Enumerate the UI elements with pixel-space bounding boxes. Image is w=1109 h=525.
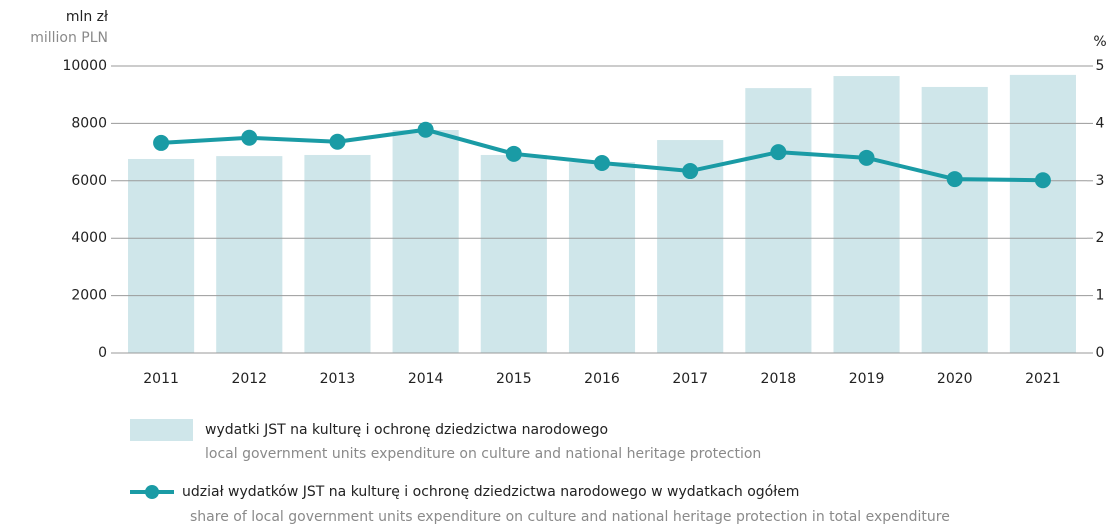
legend-swatch bbox=[130, 419, 193, 441]
y2-tick-label: 0 bbox=[1096, 345, 1105, 361]
bar bbox=[128, 158, 195, 353]
line-marker bbox=[770, 144, 787, 161]
bar bbox=[480, 154, 547, 353]
legend-label-en: local government units expenditure on cu… bbox=[205, 446, 761, 462]
x-tick-label: 2014 bbox=[408, 371, 444, 387]
bar bbox=[833, 76, 900, 354]
line-marker bbox=[682, 163, 699, 180]
y2-tick-label: 1 bbox=[1096, 288, 1105, 304]
bar bbox=[392, 130, 459, 353]
y-axis-label: mln zł bbox=[66, 9, 108, 25]
y-tick-label: 2000 bbox=[71, 288, 107, 304]
x-tick-label: 2019 bbox=[849, 371, 885, 387]
x-tick-label: 2015 bbox=[496, 371, 532, 387]
bar bbox=[1009, 74, 1076, 353]
line-marker bbox=[505, 145, 522, 162]
line-marker bbox=[241, 129, 258, 146]
y-tick-label: 10000 bbox=[62, 58, 107, 74]
x-tick-label: 2013 bbox=[320, 371, 356, 387]
bar bbox=[921, 86, 988, 354]
y-tick-label: 0 bbox=[98, 345, 107, 361]
legend-label: udział wydatków JST na kulturę i ochronę… bbox=[182, 484, 799, 500]
x-tick-label: 2011 bbox=[143, 371, 179, 387]
y-tick-label: 4000 bbox=[71, 230, 107, 246]
y2-tick-label: 3 bbox=[1096, 173, 1105, 189]
x-tick-label: 2021 bbox=[1025, 371, 1061, 387]
y-tick-label: 6000 bbox=[71, 173, 107, 189]
bar bbox=[304, 154, 371, 353]
x-tick-label: 2012 bbox=[231, 371, 267, 387]
y2-tick-label: 4 bbox=[1096, 115, 1105, 131]
line-marker bbox=[153, 134, 170, 151]
line-marker bbox=[594, 155, 610, 172]
x-tick-label: 2016 bbox=[584, 371, 620, 387]
x-tick-label: 2020 bbox=[937, 371, 973, 387]
x-tick-label: 2018 bbox=[761, 371, 797, 387]
y-tick-label: 8000 bbox=[71, 115, 107, 131]
bar bbox=[568, 162, 636, 353]
line-marker bbox=[858, 149, 875, 166]
y2-tick-label: 5 bbox=[1096, 58, 1105, 74]
line-marker bbox=[1034, 172, 1051, 189]
legend-label-en: share of local government units expendit… bbox=[190, 509, 950, 525]
legend-label: wydatki JST na kulturę i ochronę dziedzi… bbox=[205, 422, 608, 438]
legend-marker bbox=[145, 485, 159, 499]
y2-tick-label: 2 bbox=[1096, 230, 1105, 246]
line-marker bbox=[417, 121, 434, 138]
bar bbox=[745, 88, 812, 353]
y-axis-label-en: million PLN bbox=[30, 30, 108, 46]
x-tick-label: 2017 bbox=[672, 371, 708, 387]
line-marker bbox=[329, 133, 346, 150]
y2-axis-label: % bbox=[1093, 34, 1106, 50]
line-marker bbox=[946, 171, 963, 188]
bar bbox=[216, 156, 283, 353]
